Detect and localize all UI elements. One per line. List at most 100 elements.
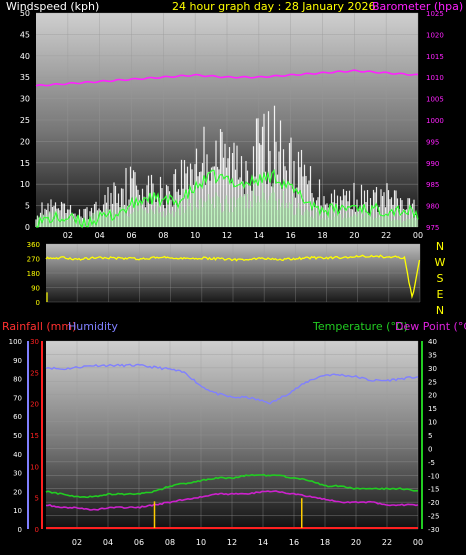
wind-x-tick-label: 08 bbox=[158, 231, 168, 240]
wind-x-tick-label: 10 bbox=[190, 231, 200, 240]
wind-tick-label: 25 bbox=[20, 116, 30, 125]
temp-tick-label: 10 bbox=[428, 419, 437, 427]
baro-y-axis-ticks: 975 980 985 990 995 1000 1005 1010 1015 1020 1025 bbox=[426, 10, 444, 232]
temp-x-tick-label: 22 bbox=[382, 538, 392, 547]
temp-tick-label: 5 bbox=[428, 432, 432, 440]
compass-label: S bbox=[437, 272, 444, 285]
temp-x-axis-ticks: 02 04 06 08 10 12 14 16 18 20 22 00 bbox=[72, 538, 423, 547]
direction-tick-label: 270 bbox=[27, 256, 40, 264]
wind-x-tick-label: 02 bbox=[63, 231, 73, 240]
temp-tick-label: 30 bbox=[428, 365, 437, 373]
humidity-tick-label: 80 bbox=[13, 376, 22, 384]
temp-tick-label: -20 bbox=[428, 499, 439, 507]
rain-tick-label: 30 bbox=[30, 338, 39, 346]
wind-axis-label: Windspeed (kph) bbox=[6, 0, 99, 13]
temp-tick-label: -15 bbox=[428, 486, 439, 494]
baro-tick-label: 1010 bbox=[426, 74, 444, 82]
wind-tick-label: 40 bbox=[20, 52, 30, 61]
temperature-line bbox=[45, 473, 419, 499]
humidity-tick-label: 0 bbox=[18, 526, 22, 534]
humidity-tick-label: 50 bbox=[13, 432, 22, 440]
wind-tick-label: 5 bbox=[25, 202, 30, 211]
humidity-tick-label: 20 bbox=[13, 488, 22, 496]
temp-tick-label: -10 bbox=[428, 472, 439, 480]
compass-label: N bbox=[436, 304, 444, 317]
temp-tick-label: -30 bbox=[428, 526, 439, 534]
baro-tick-label: 980 bbox=[426, 203, 439, 211]
wind-tick-label: 45 bbox=[20, 30, 30, 39]
compass-label: E bbox=[437, 288, 444, 301]
baro-tick-label: 995 bbox=[426, 138, 439, 146]
temp-x-tick-label: 18 bbox=[320, 538, 330, 547]
wind-x-tick-label: 14 bbox=[254, 231, 264, 240]
baro-tick-label: 1005 bbox=[426, 96, 444, 104]
direction-y-axis-ticks: 0 90 180 270 360 bbox=[27, 241, 40, 307]
wind-tick-label: 15 bbox=[20, 159, 30, 168]
temp-x-tick-label: 02 bbox=[72, 538, 82, 547]
direction-line bbox=[45, 254, 421, 300]
temp-x-tick-label: 16 bbox=[289, 538, 299, 547]
wind-tick-label: 50 bbox=[20, 9, 30, 18]
dewpoint-legend: Dew Point (°C) bbox=[395, 320, 466, 333]
rain-tick-label: 25 bbox=[30, 369, 39, 377]
temp-tick-label: -5 bbox=[428, 459, 435, 467]
humidity-line bbox=[45, 363, 419, 405]
direction-plot-grid bbox=[46, 243, 421, 303]
wind-x-tick-label: 16 bbox=[286, 231, 296, 240]
temp-x-tick-label: 06 bbox=[134, 538, 144, 547]
chart-title: 24 hour graph day : 28 January 2026 bbox=[172, 0, 376, 13]
average-wind-line bbox=[36, 169, 419, 229]
baro-axis-label: Barometer (hpa) bbox=[372, 0, 463, 13]
humidity-tick-label: 60 bbox=[13, 413, 22, 421]
rainfall-legend: Rainfall (mm) bbox=[2, 320, 76, 333]
wind-x-tick-label: 04 bbox=[95, 231, 105, 240]
barometer-series bbox=[35, 69, 419, 87]
rain-axis-ticks: 0 5 10 15 20 25 30 bbox=[30, 338, 43, 534]
temp-x-tick-label: 10 bbox=[196, 538, 206, 547]
humidity-tick-label: 100 bbox=[9, 338, 22, 346]
temp-x-tick-label: 04 bbox=[103, 538, 113, 547]
temp-x-tick-label: 08 bbox=[165, 538, 175, 547]
baro-tick-label: 990 bbox=[426, 160, 439, 168]
baro-tick-label: 1015 bbox=[426, 53, 444, 61]
average-wind-series bbox=[36, 169, 419, 229]
humidity-tick-label: 90 bbox=[13, 357, 22, 365]
speed-series bbox=[35, 183, 418, 227]
temperature-legend: Temperature (°C) bbox=[312, 320, 408, 333]
baro-tick-label: 1025 bbox=[426, 10, 444, 18]
wind-tick-label: 0 bbox=[25, 223, 30, 232]
temp-axis-ticks: -30 -25 -20 -15 -10 -5 0 5 10 15 20 25 30 35 40 bbox=[421, 338, 439, 534]
compass-label: N bbox=[436, 240, 444, 253]
temp-tick-label: 15 bbox=[428, 405, 437, 413]
baro-tick-label: 985 bbox=[426, 181, 439, 189]
temp-plot-series bbox=[45, 363, 419, 529]
wind-x-tick-label: 18 bbox=[317, 231, 327, 240]
rain-tick-label: 15 bbox=[30, 432, 39, 440]
temp-x-tick-label: 00 bbox=[413, 538, 423, 547]
temp-tick-label: 35 bbox=[428, 351, 437, 359]
wind-plot-grid bbox=[36, 12, 419, 228]
wind-x-tick-label: 06 bbox=[126, 231, 136, 240]
baro-tick-label: 975 bbox=[426, 224, 439, 232]
humidity-tick-label: 10 bbox=[13, 507, 22, 515]
temp-tick-label: 40 bbox=[428, 338, 437, 346]
direction-tick-label: 360 bbox=[27, 241, 40, 249]
humidity-tick-label: 40 bbox=[13, 451, 22, 459]
baro-tick-label: 1020 bbox=[426, 31, 444, 39]
rain-tick-label: 0 bbox=[35, 526, 39, 534]
baro-tick-label: 1000 bbox=[426, 117, 444, 125]
temp-plot-grid bbox=[46, 340, 419, 530]
temp-tick-label: 0 bbox=[428, 445, 432, 453]
wind-tick-label: 10 bbox=[20, 180, 30, 189]
wind-tick-label: 20 bbox=[20, 137, 30, 146]
rain-tick-label: 20 bbox=[30, 401, 39, 409]
wind-x-tick-label: 00 bbox=[413, 231, 423, 240]
direction-tick-label: 0 bbox=[36, 299, 40, 307]
direction-tick-label: 90 bbox=[31, 285, 40, 293]
direction-tick-label: 180 bbox=[27, 270, 40, 278]
